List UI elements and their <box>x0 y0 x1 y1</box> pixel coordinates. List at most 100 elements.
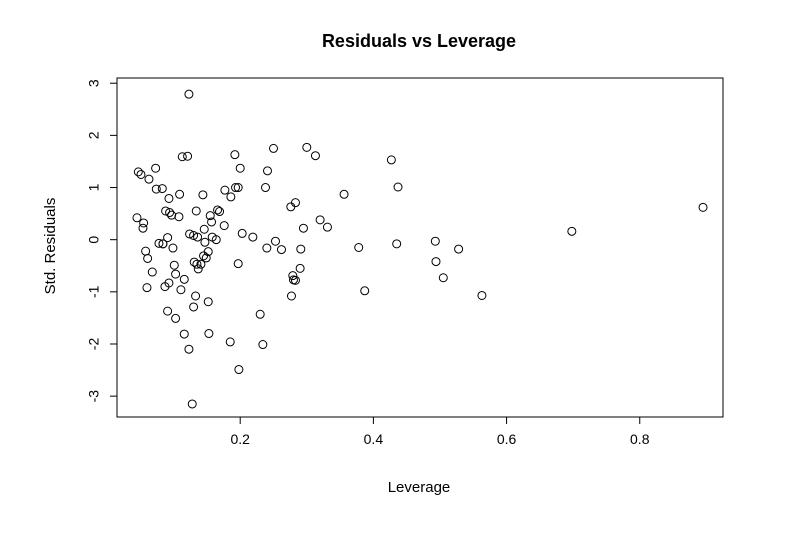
data-point <box>164 193 174 203</box>
data-point <box>315 215 325 225</box>
data-point <box>171 269 181 279</box>
data-point <box>189 231 199 241</box>
data-point <box>296 244 306 254</box>
data-point <box>213 205 223 215</box>
data-point <box>698 202 708 212</box>
data-point <box>310 151 320 161</box>
plot-frame <box>116 77 724 418</box>
data-point <box>268 143 278 153</box>
data-point <box>207 217 217 227</box>
data-point <box>151 184 161 194</box>
data-point <box>191 206 201 216</box>
data-point <box>177 152 187 162</box>
data-point <box>196 259 206 269</box>
data-point <box>199 224 209 234</box>
x-axis-title: Leverage <box>388 479 451 496</box>
data-point <box>185 229 195 239</box>
data-point <box>165 208 175 218</box>
data-point <box>200 237 210 247</box>
data-point <box>147 267 157 277</box>
y-tick-label: -3 <box>86 390 102 403</box>
data-point <box>201 253 211 263</box>
data-point <box>302 142 312 152</box>
data-point <box>163 306 173 316</box>
data-point <box>142 283 152 293</box>
data-point <box>262 243 272 253</box>
data-point <box>354 243 364 252</box>
data-point <box>184 344 194 354</box>
data-point <box>205 211 215 221</box>
data-point <box>248 232 258 242</box>
data-point <box>169 260 179 270</box>
data-point <box>161 206 171 216</box>
data-point <box>225 337 235 347</box>
data-point <box>157 184 167 194</box>
data-point <box>567 226 577 236</box>
x-tick-label: 0.8 <box>630 431 650 447</box>
y-tick-label: 2 <box>86 131 102 139</box>
data-point <box>233 183 243 193</box>
data-point <box>189 257 199 267</box>
data-point <box>184 89 194 99</box>
data-point <box>192 259 202 269</box>
data-point <box>187 399 197 409</box>
data-point <box>235 163 245 173</box>
data-point <box>163 233 173 243</box>
data-point <box>234 365 244 375</box>
y-tick-label: 3 <box>86 79 102 87</box>
data-point <box>211 235 221 245</box>
x-tick-label: 0.2 <box>230 431 250 447</box>
data-point <box>298 223 308 233</box>
data-point <box>191 291 201 301</box>
data-point <box>295 263 305 273</box>
data-point <box>193 264 203 274</box>
data-point <box>203 247 213 257</box>
data-point <box>270 236 280 246</box>
data-point <box>132 213 142 223</box>
data-point <box>454 244 464 254</box>
data-point <box>136 169 146 179</box>
data-point <box>290 198 300 208</box>
data-point <box>151 163 161 173</box>
data-point <box>168 243 178 253</box>
y-tick-label: -1 <box>86 285 102 298</box>
y-axis-title: Std. Residuals <box>42 198 59 295</box>
data-point <box>438 273 448 283</box>
data-point <box>144 174 154 184</box>
data-point <box>204 329 214 339</box>
data-point <box>189 302 199 312</box>
data-point <box>139 218 149 228</box>
data-point <box>258 340 268 350</box>
data-point <box>220 185 230 195</box>
data-point <box>237 228 247 238</box>
data-point <box>477 290 487 300</box>
data-point <box>198 190 208 200</box>
data-point <box>230 150 240 160</box>
data-point <box>276 245 286 255</box>
data-point <box>158 239 168 249</box>
data-point <box>174 212 184 222</box>
data-point <box>160 282 170 292</box>
x-tick-label: 0.6 <box>497 431 517 447</box>
data-point <box>133 167 143 177</box>
data-point <box>175 189 185 199</box>
data-point <box>179 329 189 339</box>
y-tick-label: 1 <box>86 183 102 191</box>
data-point <box>288 271 298 281</box>
data-point <box>154 238 164 248</box>
data-point <box>143 253 153 263</box>
data-point <box>255 309 265 319</box>
data-point <box>231 183 241 193</box>
data-point <box>171 313 181 323</box>
data-point <box>215 207 225 217</box>
data-points <box>132 89 708 409</box>
data-point <box>430 236 440 246</box>
y-tick-label: -2 <box>86 338 102 351</box>
data-point <box>360 286 370 296</box>
data-point <box>183 151 193 161</box>
data-point <box>261 183 271 193</box>
y-tick-label: 0 <box>86 236 102 244</box>
data-point <box>219 221 229 231</box>
